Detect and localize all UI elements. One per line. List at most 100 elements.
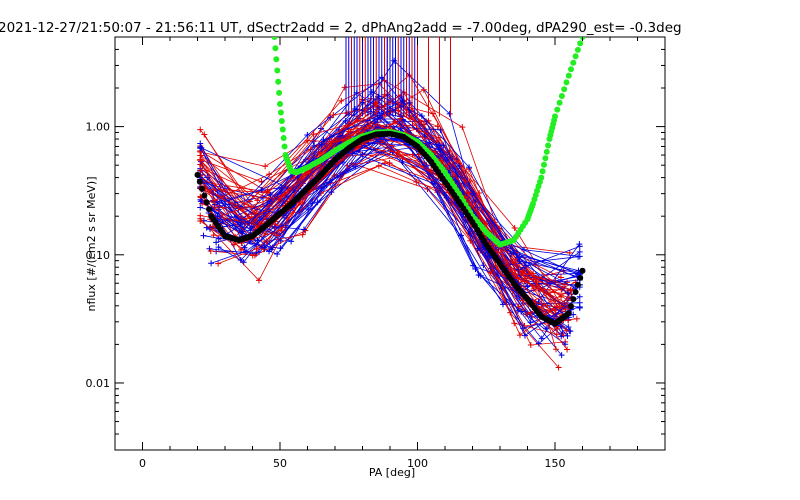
data-point-marker [558, 352, 565, 359]
data-point-marker [459, 124, 466, 131]
data-point-marker [253, 210, 260, 217]
data-point-marker [558, 333, 565, 340]
black-fit-dot [574, 281, 581, 288]
data-point-marker [254, 197, 261, 204]
data-point-marker [231, 241, 238, 248]
data-point-marker [558, 286, 565, 293]
green-fit-dot [272, 45, 279, 52]
data-point-marker [201, 131, 208, 138]
data-point-marker [470, 190, 477, 197]
data-point-marker [262, 163, 269, 170]
black-fit-dot [194, 171, 201, 178]
green-fit-dot [271, 37, 278, 40]
data-point-marker [342, 118, 349, 125]
data-point-marker [330, 111, 337, 118]
data-point-marker [455, 163, 462, 170]
data-point-marker [197, 204, 204, 211]
data-point-marker [248, 224, 255, 231]
black-fit-dot [206, 206, 212, 213]
black-fit-dot [565, 310, 572, 317]
data-point-marker [511, 224, 518, 231]
data-point-marker [420, 86, 427, 93]
data-point-marker [200, 232, 207, 239]
data-point-marker [341, 84, 348, 91]
data-point-marker [274, 232, 281, 239]
x-tick-label: 0 [139, 457, 146, 470]
data-point-marker [521, 332, 528, 339]
data-point-marker [241, 244, 248, 251]
data-point-marker [391, 57, 398, 64]
data-point-marker [266, 171, 273, 178]
data-point-marker [215, 244, 222, 251]
data-traces [197, 37, 583, 371]
green-fit-dot [538, 174, 545, 181]
data-point-marker [474, 245, 481, 252]
data-point-marker [535, 340, 542, 347]
data-point-marker [555, 364, 562, 371]
data-point-marker [255, 277, 262, 284]
green-fit-dot [280, 135, 287, 141]
data-point-marker [208, 260, 215, 267]
y-axis-label: nflux [#/(cm2 s sr MeV)] [85, 177, 98, 312]
x-tick-label: 150 [545, 457, 566, 470]
data-point-marker [428, 167, 435, 174]
data-point-marker [567, 286, 574, 293]
data-point-marker [552, 346, 559, 353]
data-point-marker [328, 138, 335, 145]
data-point-marker [413, 179, 420, 186]
fit-curves [194, 37, 586, 327]
data-point-marker [318, 185, 325, 192]
data-point-marker [527, 342, 534, 349]
y-tick-label: 1.00 [86, 121, 111, 134]
data-point-marker [251, 252, 258, 259]
data-point-marker [530, 285, 537, 292]
data-point-marker [278, 227, 285, 234]
black-fit-dot [199, 185, 206, 192]
data-point-marker [253, 245, 260, 252]
data-point-marker [476, 189, 483, 196]
data-point-marker [327, 114, 334, 121]
data-point-marker [320, 136, 327, 143]
black-fit-dot [568, 303, 574, 310]
data-point-marker [439, 157, 446, 164]
data-point-marker [215, 235, 222, 242]
data-point-marker [258, 187, 265, 194]
data-point-marker [466, 164, 473, 171]
green-fit-dot [274, 67, 281, 74]
data-point-marker [264, 189, 271, 196]
data-point-marker [302, 227, 309, 234]
data-point-marker [198, 144, 205, 151]
data-point-marker [510, 271, 517, 278]
green-fit-dot [276, 89, 283, 96]
data-point-marker [238, 229, 245, 236]
green-fit-dot [574, 46, 581, 53]
data-point-marker [202, 167, 209, 174]
green-fit-dot [558, 93, 565, 99]
data-point-marker [565, 290, 572, 297]
green-fit-dot [563, 79, 570, 86]
data-trace-line [212, 137, 566, 310]
data-point-marker [554, 325, 561, 332]
data-point-marker [436, 146, 443, 153]
data-point-marker [576, 303, 583, 310]
data-point-marker [212, 201, 219, 208]
black-fit-dot [196, 178, 203, 185]
data-point-marker [247, 227, 254, 234]
data-point-marker [480, 262, 487, 269]
data-point-marker [426, 139, 433, 146]
data-trace-line [209, 149, 570, 318]
fit-dot-end [579, 267, 586, 274]
data-point-marker [399, 97, 406, 104]
data-point-marker [564, 332, 571, 339]
y-tick-label: 0.01 [86, 377, 111, 390]
green-fit-dot [541, 161, 547, 168]
chart-title: 2021-12-27/21:50:07 - 21:56:11 UT, dSect… [0, 20, 682, 36]
green-fit-dot [273, 56, 280, 63]
data-point-marker [213, 239, 220, 246]
data-point-marker [304, 132, 311, 139]
data-point-marker [516, 332, 523, 339]
data-point-marker [443, 194, 450, 201]
x-axis-label: PA [deg] [369, 466, 415, 479]
data-point-marker [523, 262, 530, 269]
